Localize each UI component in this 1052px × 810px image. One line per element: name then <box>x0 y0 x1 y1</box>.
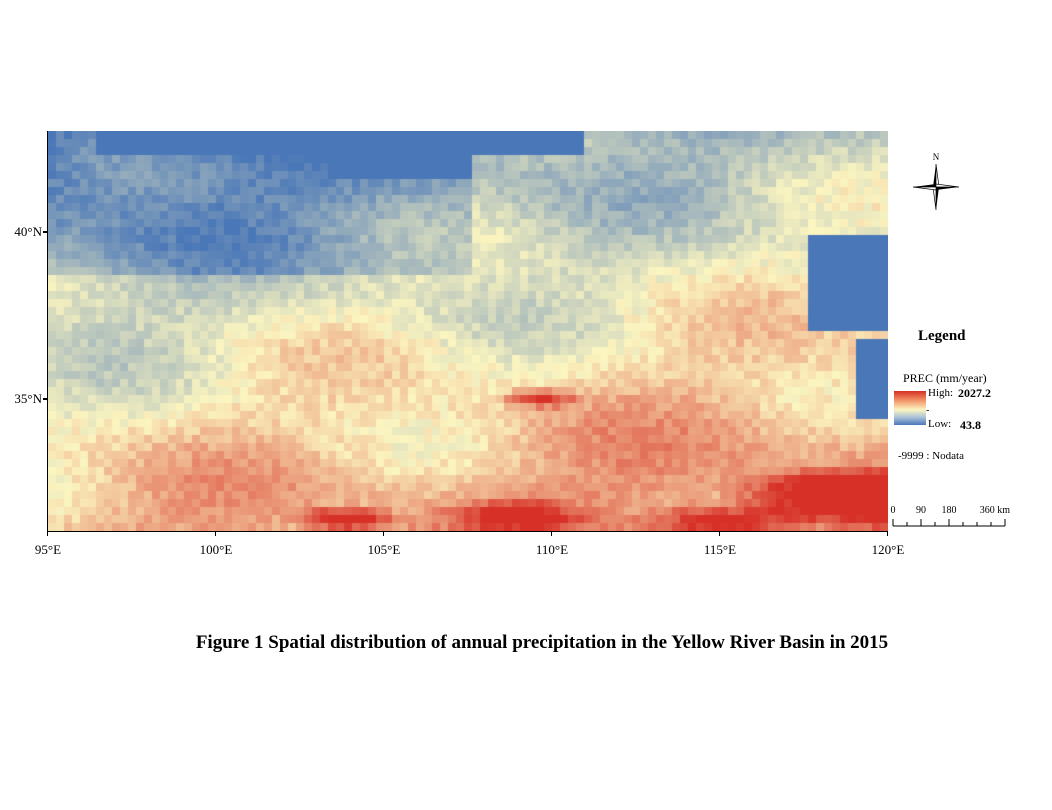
x-tick <box>215 531 216 536</box>
x-tick <box>551 531 552 536</box>
x-tick-label: 105°E <box>367 542 401 557</box>
legend-title: Legend <box>918 328 966 344</box>
legend-mid-tick: - <box>926 405 930 416</box>
legend-high-label: High: <box>928 387 954 399</box>
x-tick <box>719 531 720 536</box>
x-tick-label: 110°E <box>535 542 569 557</box>
legend-low-label: Low: <box>928 418 952 430</box>
legend-nodata: -9999 : Nodata <box>898 450 964 462</box>
precipitation-raster-map <box>48 131 888 531</box>
legend-color-ramp <box>894 391 926 425</box>
legend-field-label: PREC (mm/year) <box>903 371 987 385</box>
y-tick-label: 40°N <box>14 224 42 239</box>
x-tick-label: 100°E <box>199 542 233 557</box>
x-tick-label: 120°E <box>871 542 905 557</box>
north-arrow-icon: N <box>912 152 960 211</box>
y-axis-line <box>47 131 48 532</box>
scale-label: 180 <box>942 505 957 516</box>
x-tick <box>47 531 48 536</box>
y-tick <box>43 231 48 233</box>
north-label: N <box>933 152 940 162</box>
scale-bar: 0 90 180 360 km <box>891 505 1010 527</box>
x-axis-line <box>47 531 888 532</box>
y-tick-label: 35°N <box>14 391 42 406</box>
y-tick <box>43 398 48 400</box>
scale-label: 0 <box>891 505 896 516</box>
legend-low-value: 43.8 <box>960 418 981 432</box>
x-tick <box>383 531 384 536</box>
figure-caption: Figure 1 Spatial distribution of annual … <box>195 632 889 653</box>
scale-label: 90 <box>916 505 926 516</box>
scale-label: 360 km <box>980 505 1010 516</box>
legend-high-value: 2027.2 <box>958 386 991 400</box>
x-tick <box>887 531 888 536</box>
x-tick-label: 115°E <box>703 542 737 557</box>
x-tick-label: 95°E <box>34 542 62 557</box>
